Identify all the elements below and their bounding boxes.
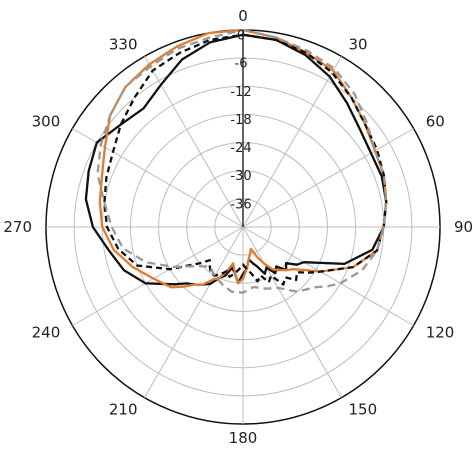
spoke-30 — [242, 56, 342, 228]
radial-label-0: 0 — [237, 29, 245, 44]
spoke-240 — [72, 226, 244, 326]
series-line-1 — [84, 33, 388, 286]
angle-label-210: 210 — [109, 401, 138, 419]
radial-label-4: -24 — [230, 141, 251, 156]
radial-label-3: -18 — [230, 113, 251, 128]
angle-label-300: 300 — [32, 113, 61, 131]
angle-label-240: 240 — [32, 324, 61, 342]
series-layer — [84, 28, 388, 294]
series-line-3 — [103, 33, 388, 286]
angle-label-180: 180 — [229, 429, 258, 447]
angle-label-270: 270 — [3, 218, 32, 236]
radial-label-6: -36 — [230, 197, 251, 212]
radial-label-5: -30 — [230, 169, 251, 184]
angle-label-120: 120 — [426, 324, 455, 342]
radial-label-1: -6 — [235, 57, 248, 72]
angular-tick-labels: 0 30 60 90 120 150 180 210 240 270 300 330 — [3, 7, 473, 447]
angle-label-60: 60 — [426, 113, 445, 131]
spoke-150 — [242, 226, 342, 398]
angle-label-30: 30 — [349, 35, 368, 53]
angle-label-0: 0 — [238, 7, 248, 25]
radial-tick-labels: 0 -6 -12 -18 -24 -30 -36 — [230, 29, 251, 213]
spoke-120 — [242, 226, 414, 326]
spoke-330 — [144, 56, 244, 228]
series-line-4 — [96, 28, 388, 294]
radial-label-2: -12 — [230, 85, 251, 100]
angle-label-90: 90 — [454, 218, 473, 236]
spoke-60 — [242, 128, 414, 228]
angle-label-150: 150 — [349, 401, 378, 419]
angle-label-330: 330 — [109, 35, 138, 53]
spoke-210 — [144, 226, 244, 398]
